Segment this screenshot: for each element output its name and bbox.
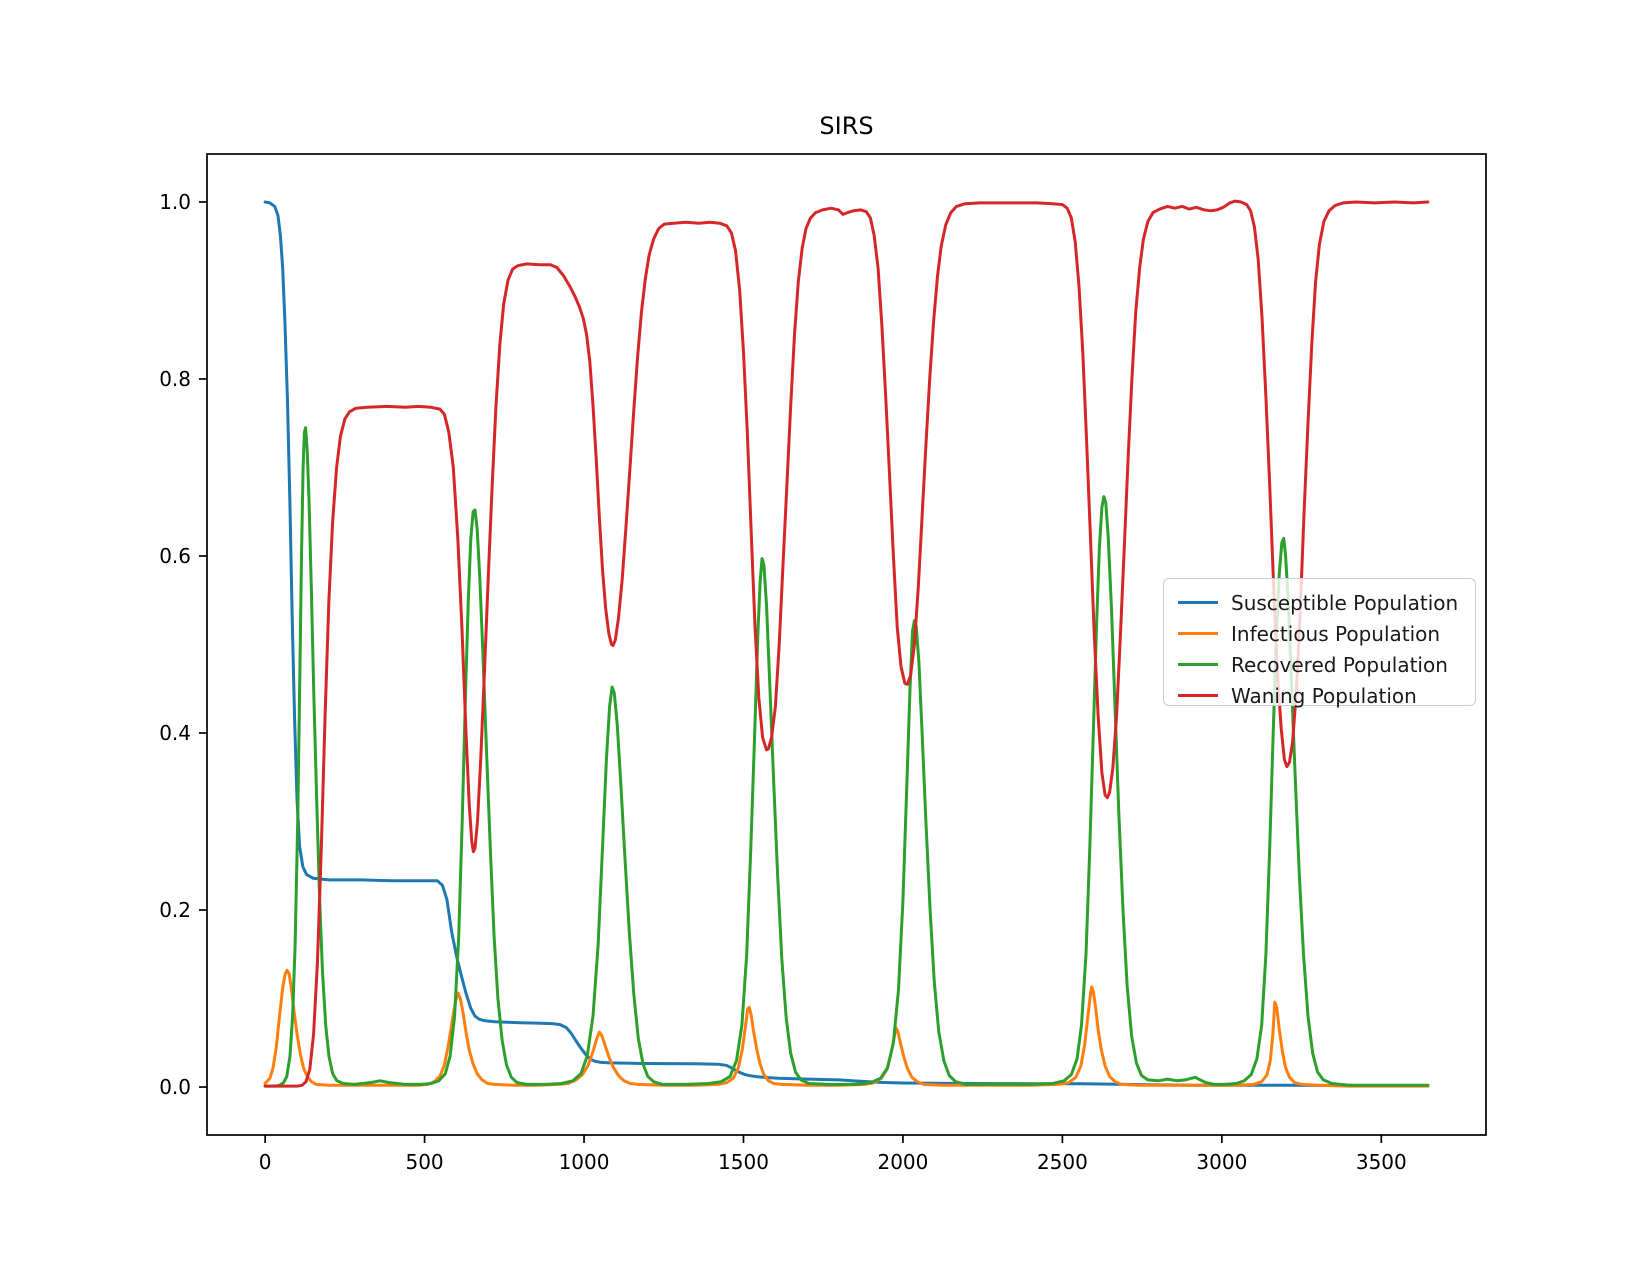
- series-line-recovered-population: [263, 426, 1430, 1088]
- chart-title: SIRS: [819, 112, 874, 140]
- infectious-line-swatch: [1178, 632, 1218, 635]
- legend-item-recovered: Recovered Population: [1178, 649, 1475, 680]
- x-tick-label: 1000: [559, 1150, 610, 1174]
- y-tick-label: 0.2: [159, 898, 191, 922]
- x-tick-label: 3500: [1356, 1150, 1407, 1174]
- legend-item-susceptible: Susceptible Population: [1178, 587, 1475, 618]
- x-tick-label: 0: [259, 1150, 272, 1174]
- waning-line-swatch: [1178, 694, 1218, 697]
- legend: Susceptible Population Infectious Popula…: [1163, 578, 1476, 708]
- x-tick-label: 1500: [718, 1150, 769, 1174]
- susceptible-line-swatch: [1178, 601, 1218, 604]
- legend-item-infectious: Infectious Population: [1178, 618, 1475, 649]
- y-tick-label: 1.0: [159, 190, 191, 214]
- legend-label: Infectious Population: [1231, 621, 1441, 646]
- y-tick-label: 0.4: [159, 721, 191, 745]
- legend-label: Waning Population: [1231, 683, 1417, 708]
- x-tick-label: 3000: [1196, 1150, 1247, 1174]
- legend-label: Recovered Population: [1231, 652, 1448, 677]
- axes-spines: [206, 153, 1487, 1136]
- x-tick-label: 2000: [877, 1150, 928, 1174]
- y-tick-label: 0.8: [159, 367, 191, 391]
- series-line-waning-population: [263, 199, 1430, 1088]
- y-tick-label: 0.0: [159, 1075, 191, 1099]
- legend-item-waning: Waning Population: [1178, 680, 1475, 711]
- x-tick-label: 500: [405, 1150, 443, 1174]
- recovered-line-swatch: [1178, 663, 1218, 666]
- y-tick-label: 0.6: [159, 544, 191, 568]
- x-tick-label: 2500: [1037, 1150, 1088, 1174]
- legend-label: Susceptible Population: [1231, 590, 1459, 615]
